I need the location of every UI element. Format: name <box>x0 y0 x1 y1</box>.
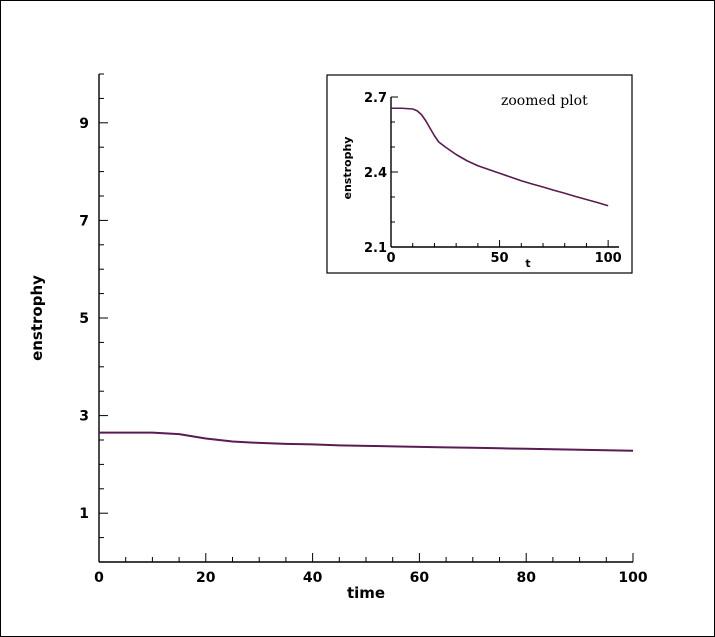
x-tick-label: 100 <box>618 570 647 586</box>
y-tick-label: 1 <box>79 506 89 522</box>
series-line <box>99 431 634 452</box>
x-tick-label: 0 <box>386 251 395 266</box>
y-tick-label: 5 <box>79 311 89 327</box>
inset-chart: 0 50 100 2.1 2.4 2.7 t enstrophy zoomed plot <box>326 74 633 274</box>
x-tick-label: 60 <box>410 570 430 586</box>
x-axis-title: time <box>347 584 385 602</box>
x-tick-label: 80 <box>516 570 536 586</box>
x-tick-label: 0 <box>94 570 104 586</box>
y-axis-title: enstrophy <box>341 137 354 200</box>
y-tick-label: 2.7 <box>364 91 387 106</box>
x-tick-label: 40 <box>303 570 323 586</box>
x-tick-label: 100 <box>595 251 622 266</box>
y-tick-label: 2.4 <box>364 166 387 181</box>
y-tick-label: 9 <box>79 116 89 132</box>
x-axis-title: t <box>525 257 530 270</box>
inset-annotation: zoomed plot <box>501 93 588 109</box>
x-tick-label: 50 <box>491 251 509 266</box>
y-axis-title: enstrophy <box>28 275 46 361</box>
main-chart: 0 20 40 60 80 100 1 3 5 7 9 time enstrophy <box>28 73 648 602</box>
inset-frame <box>326 74 633 274</box>
y-tick-label: 3 <box>79 409 89 425</box>
series-line <box>391 107 609 207</box>
x-tick-label: 20 <box>196 570 216 586</box>
y-tick-label: 2.1 <box>364 241 387 256</box>
y-tick-label: 7 <box>79 213 89 229</box>
